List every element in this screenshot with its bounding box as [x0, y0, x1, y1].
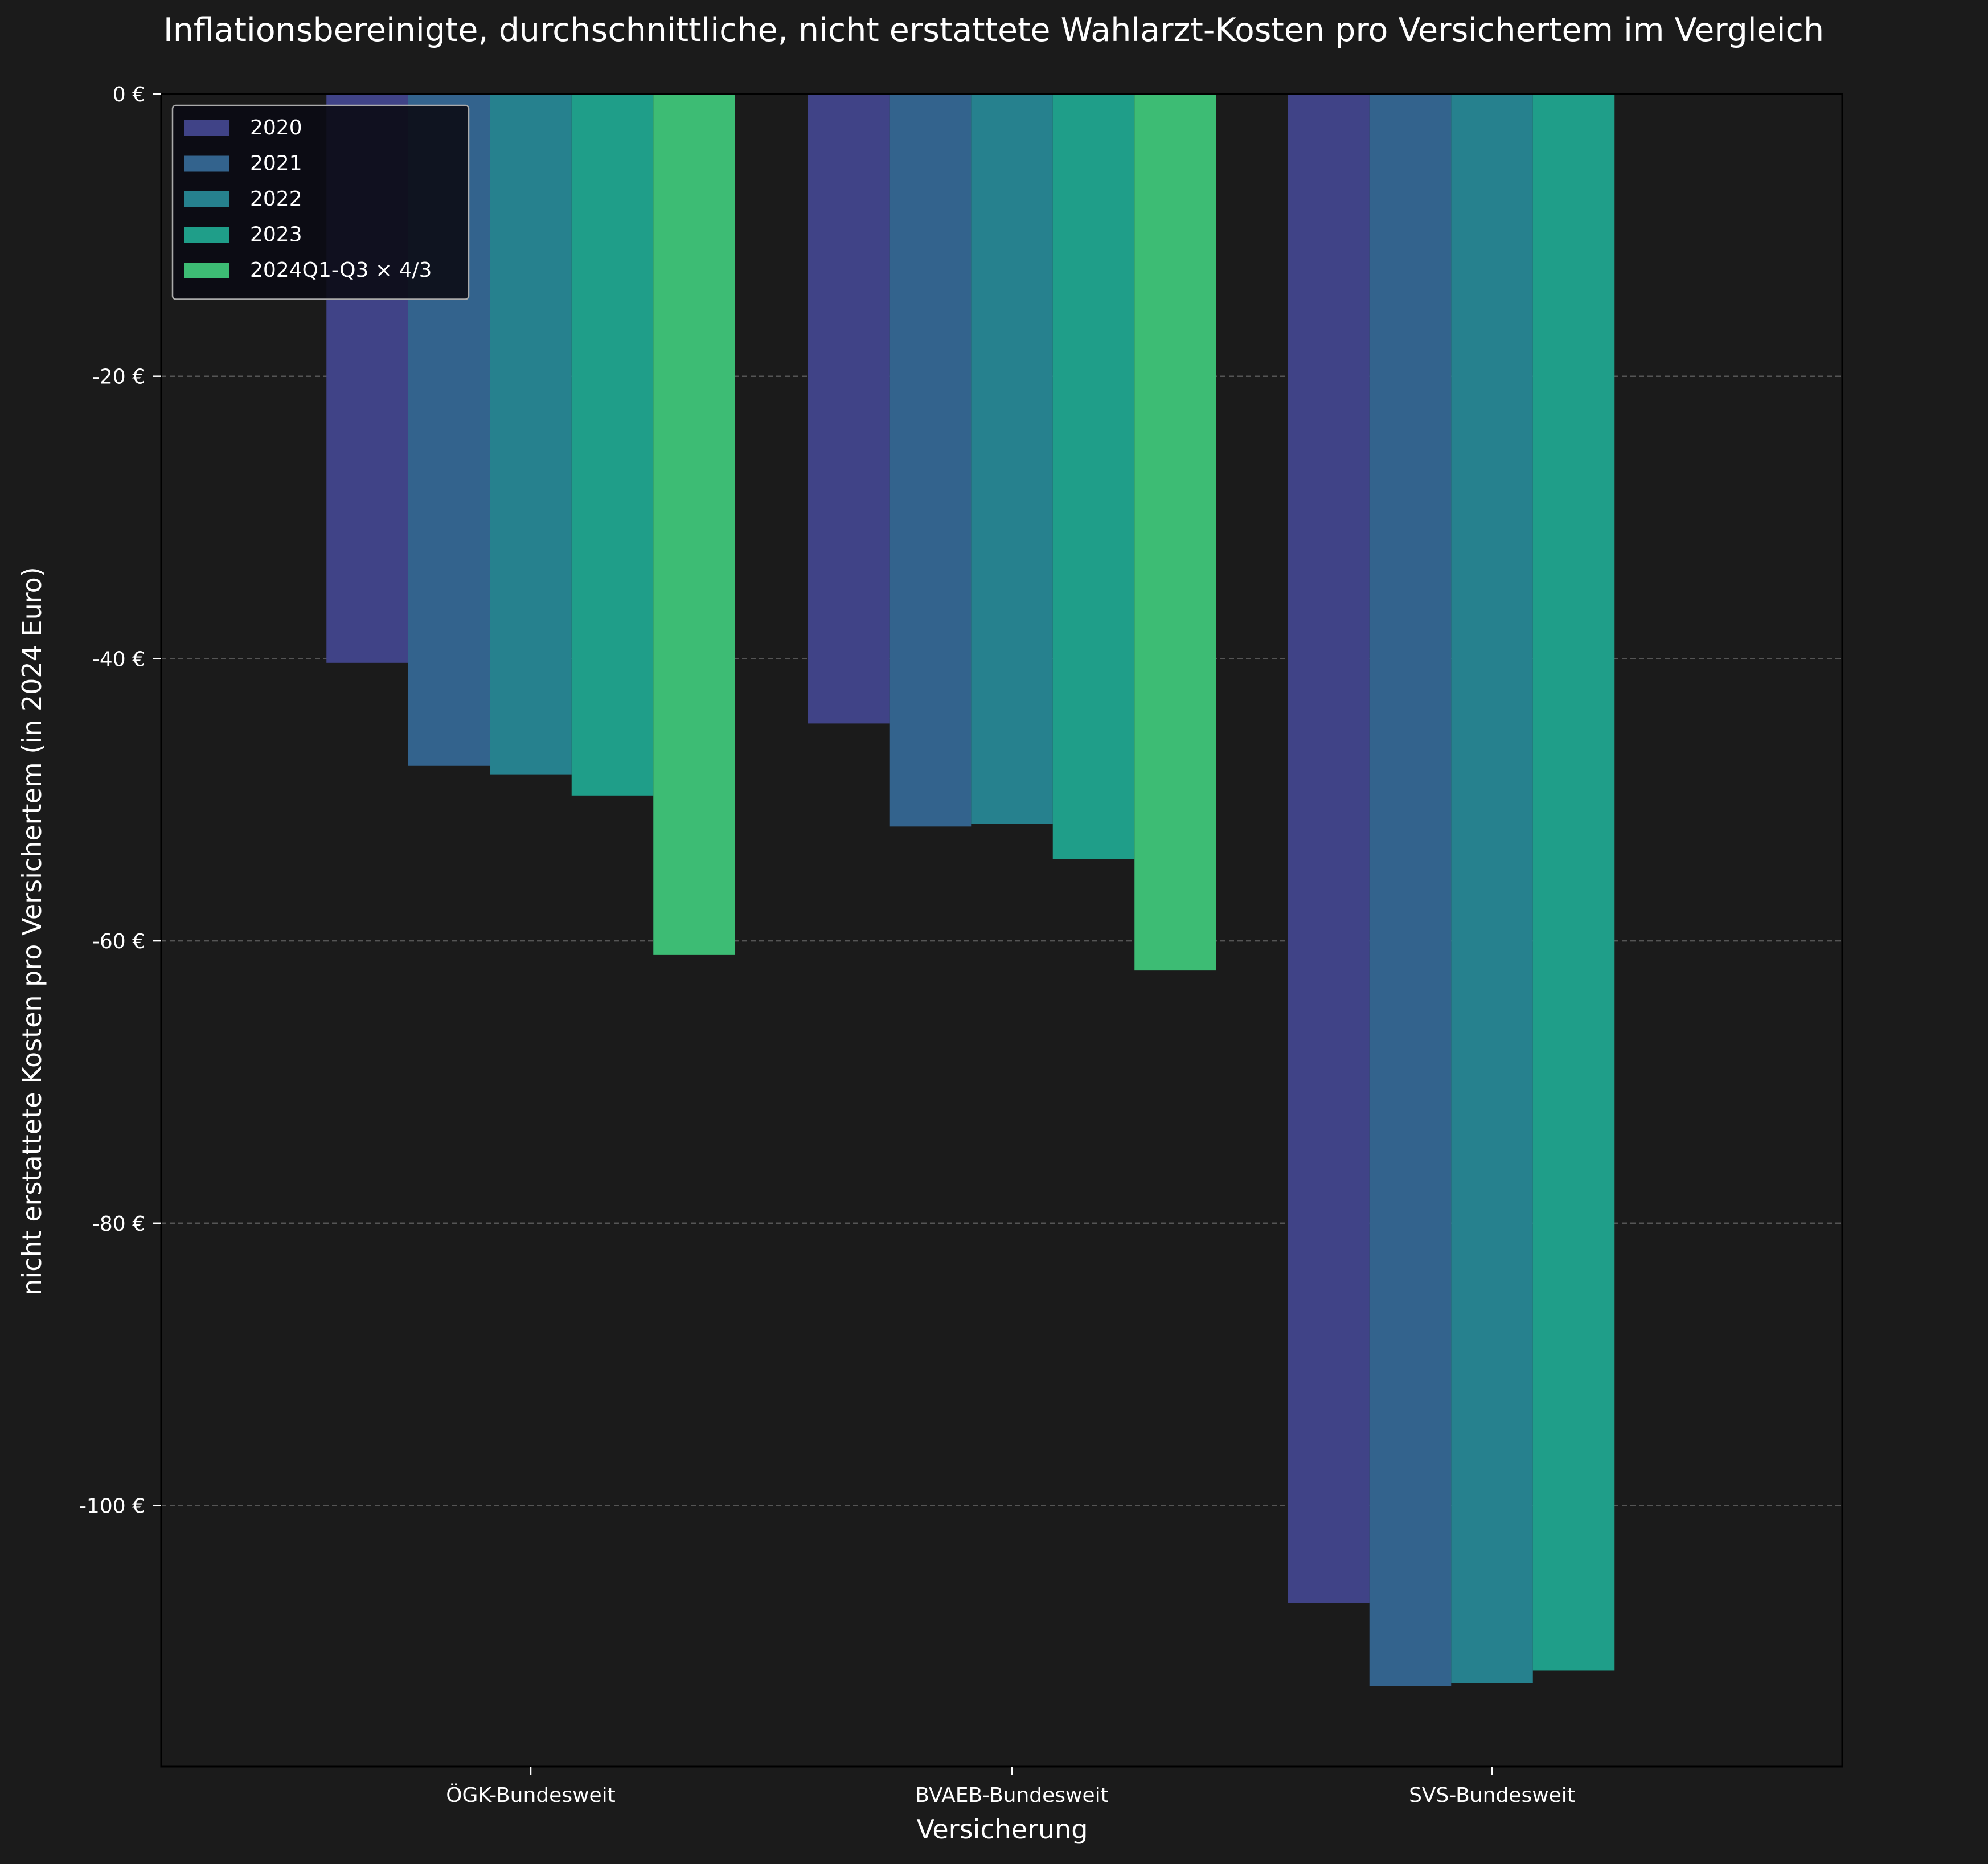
bar-2022-0: [490, 94, 572, 775]
y-tick-label: -20 €: [92, 366, 145, 389]
legend-swatch: [184, 155, 229, 172]
bar-2022-1: [971, 94, 1053, 824]
legend-label: 2022: [250, 187, 302, 211]
x-tick-label: BVAEB-Bundesweit: [915, 1784, 1109, 1807]
legend-label: 2024Q1-Q3 × 4/3: [250, 259, 432, 282]
legend-swatch: [184, 120, 229, 136]
legend-label: 2020: [250, 116, 302, 140]
x-tick-label: ÖGK-Bundesweit: [446, 1783, 616, 1807]
bar-2020-1: [808, 94, 890, 724]
bar-2023-2: [1532, 94, 1615, 1671]
y-axis-label: nicht erstattete Kosten pro Versichertem…: [17, 567, 47, 1295]
bars: [326, 94, 1615, 1686]
x-axis-label: Versicherung: [916, 1814, 1088, 1845]
legend-box: [171, 104, 470, 300]
x-tick-label: SVS-Bundesweit: [1409, 1784, 1575, 1807]
bar-2021-1: [889, 94, 972, 827]
legend-swatch: [184, 263, 229, 278]
legend-label: 2021: [250, 152, 302, 175]
bar-2024Q1-Q3-4-3-1: [1134, 94, 1216, 971]
bar-2022-2: [1451, 94, 1533, 1683]
legend: 2020 2021 2022 2023 2024Q1-Q3 × 4/3: [171, 104, 470, 300]
plot-area-frame: [160, 93, 1843, 1768]
axes: 0 € -20 € -40 € -60 € -80 € -100 € ÖGK-Bundesw…: [79, 83, 1575, 1807]
chart-title: Inflationsbereinigte, durchschnittliche,…: [163, 11, 1824, 49]
legend-swatch: [184, 191, 229, 207]
y-tick-label: -40 €: [92, 648, 145, 671]
bar-2020-2: [1288, 94, 1370, 1603]
bar-2021-2: [1369, 94, 1452, 1686]
y-tick-label: -60 €: [92, 930, 145, 953]
legend-swatch: [184, 227, 229, 243]
bar-2024Q1-Q3-4-3-0: [653, 94, 735, 955]
y-tick-label: -80 €: [92, 1212, 145, 1236]
legend-label: 2023: [250, 223, 302, 247]
y-tick-label: -100 €: [79, 1494, 145, 1518]
bar-2023-1: [1052, 94, 1135, 859]
y-tick-label: 0 €: [113, 83, 145, 106]
bar-2023-0: [571, 94, 654, 796]
